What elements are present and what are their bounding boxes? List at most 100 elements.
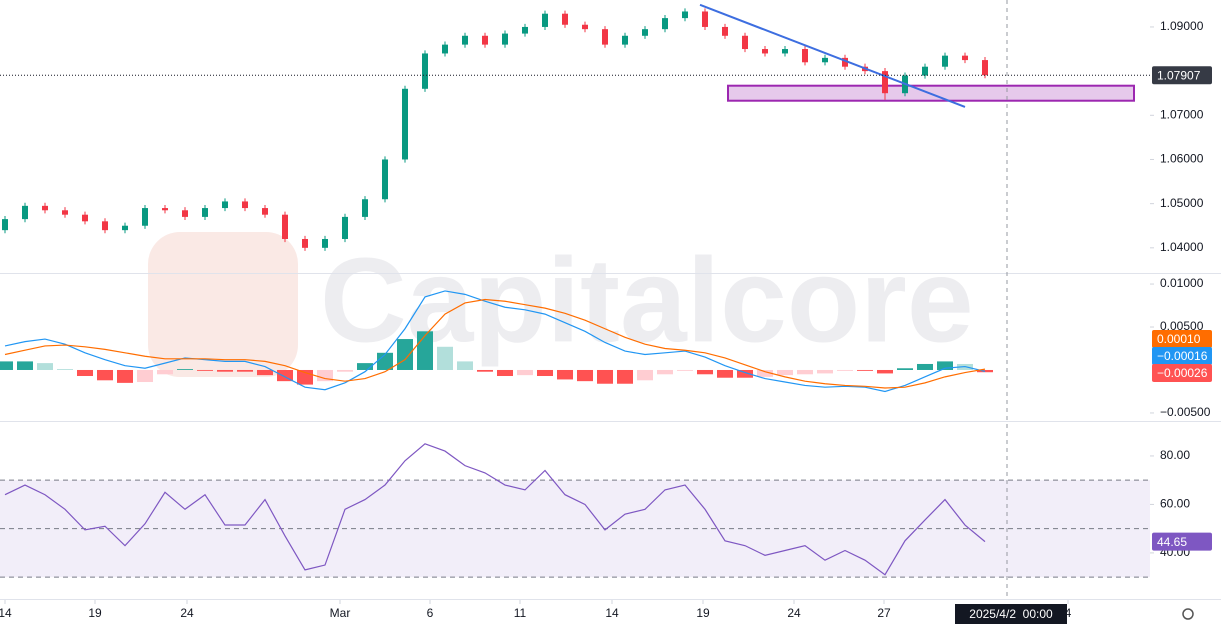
histogram-bar [177,369,193,370]
candle-body [102,221,108,231]
y-tick-label: 1.06000 [1160,152,1204,166]
y-tick-label: −0.00500 [1160,405,1211,419]
candle-body [342,216,348,239]
price-label: 0.00010 [1157,332,1201,346]
x-tick-label: 24 [180,606,194,620]
price-label: −0.00016 [1157,349,1208,363]
candle-body [782,49,788,54]
histogram-bar [697,369,713,375]
candle-body [62,210,68,215]
candle-body [182,210,188,217]
histogram-bar [777,369,793,376]
x-tick-label: Mar [330,606,351,620]
candle-body [242,201,248,209]
candle-body [762,49,768,54]
candle-body [502,33,508,45]
histogram-bar [97,369,113,381]
histogram-bar [857,369,873,371]
histogram-bar [877,369,893,374]
histogram-bar [357,363,373,370]
histogram-bar [537,369,553,377]
histogram-bar [917,363,933,370]
settings-icon[interactable] [1182,608,1194,620]
x-tick-label: 11 [514,606,527,620]
candle-body [582,24,588,30]
candle-body [522,26,528,34]
y-tick-label: 1.05000 [1160,196,1204,210]
macd-box [1152,347,1212,365]
histogram-bar [197,369,213,371]
histogram-bar [517,369,533,376]
x-tick-label: 14 [605,606,619,620]
candle-body [22,205,28,220]
histogram-bar [437,346,453,370]
y-tick-label: 60.00 [1160,497,1190,511]
histogram-bar [317,369,333,382]
x-tick-label: 27 [877,606,891,620]
y-tick-label: 1.07000 [1160,107,1204,121]
histogram-bar [617,369,633,384]
candle-body [822,57,828,63]
candle-body [942,55,948,67]
histogram-bar [897,368,913,370]
x-tick-label: 14 [0,606,12,620]
candle-body [842,57,848,67]
histogram-bar [457,361,473,370]
histogram-bar [0,361,13,370]
watermark: Capitalcore [148,232,974,377]
signal-box [1152,330,1212,348]
histogram-bar [837,369,853,371]
trendline [699,3,966,108]
y-tick-label: 80.00 [1160,448,1190,462]
histogram-bar [497,369,513,377]
candle-body [662,18,668,30]
candle-body [602,29,608,45]
histogram-bar [557,369,573,380]
histogram-bar [217,369,233,372]
candle-body [682,11,688,19]
histogram-bar [117,369,133,383]
candle-body [442,44,448,54]
candle-body [742,35,748,50]
histogram-bar [417,331,433,370]
watermark-logo [148,232,298,377]
candle-body [222,201,228,209]
x-tick-label: 19 [696,606,710,620]
candle-body [622,35,628,45]
candle-body [982,60,988,76]
histogram-bar [37,363,53,370]
histogram-bar [397,339,413,370]
candle-body [382,159,388,200]
histogram-bar [937,361,953,370]
histogram-bar [677,369,693,371]
candle-body [422,53,428,89]
y-tick-label: 1.09000 [1160,19,1204,33]
candle-body [122,225,128,231]
candle-body [82,214,88,222]
candle-body [2,219,8,231]
signal-line [4,298,986,389]
histogram-bar [17,361,33,370]
candle-body [42,205,48,211]
histogram-bar [377,352,393,370]
candle-body [282,214,288,239]
candle-body [802,49,808,63]
price-label: 1.07907 [1157,68,1201,82]
histogram-bar [157,369,173,375]
histogram-bar [797,369,813,375]
candle-body [362,199,368,217]
histogram-bar [257,369,273,376]
histogram-bar [77,369,93,377]
crosshair-box [955,604,1067,624]
rsi-box [1152,532,1212,551]
last-price-box [1152,66,1212,85]
price-label: −0.00026 [1157,366,1208,380]
x-tick-label: 24 [787,606,801,620]
crosshair-label: 2025/4/2 00:00 [969,607,1053,621]
histogram-bar [597,369,613,384]
candle-body [402,88,408,160]
histogram-bar [757,369,773,377]
settings-gear[interactable] [1182,608,1194,620]
x-tick-label: 6 [427,606,434,620]
